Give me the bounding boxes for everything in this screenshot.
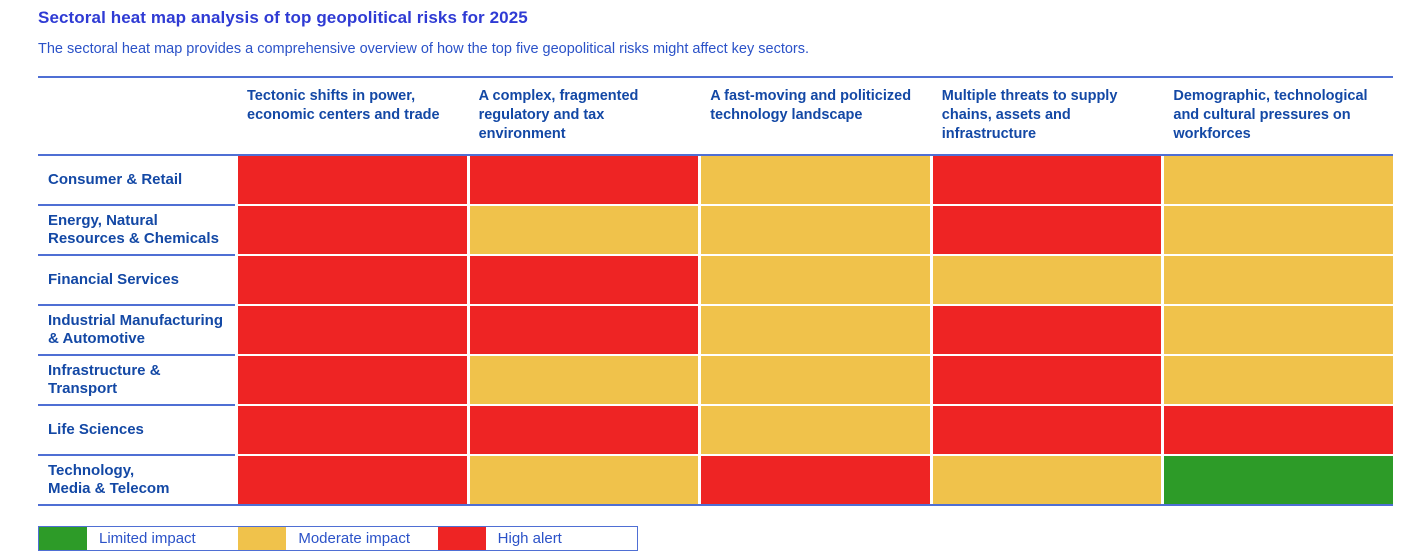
column-header-3: A fast-moving and politicized technology… xyxy=(710,88,912,124)
row-label: Life Sciences xyxy=(38,406,235,457)
sector-row: Technology, Media & Telecom xyxy=(38,456,1393,505)
heatmap-cell-moderate xyxy=(701,156,930,205)
heatmap-cell-high xyxy=(932,206,1162,255)
corner-cell xyxy=(38,78,235,154)
legend-item-limited: Limited impact xyxy=(39,527,238,551)
legend-swatch-moderate xyxy=(238,527,287,551)
header-row: Tectonic shifts in power, economic cente… xyxy=(38,78,1393,157)
heatmap-cell-high xyxy=(238,306,467,355)
legend: Limited impact Moderate impact High alert xyxy=(38,526,638,552)
heatmap-cell-high xyxy=(469,256,699,305)
heatmap-cell-moderate xyxy=(469,206,699,255)
legend-label: Limited impact xyxy=(99,530,196,548)
sector-row: Industrial Manufacturing & Automotive xyxy=(38,306,1393,357)
heatmap-cell-moderate xyxy=(932,456,1162,505)
column-header-4: Multiple threats to supply chains, asset… xyxy=(941,88,1118,143)
legend-item-moderate: Moderate impact xyxy=(238,527,437,551)
heatmap-cell-high xyxy=(932,306,1162,355)
heatmap-cell-moderate xyxy=(469,456,699,505)
heatmap-cell-high xyxy=(238,356,467,405)
sector-row: Life Sciences xyxy=(38,406,1393,457)
page-subtitle: The sectoral heat map provides a compreh… xyxy=(38,41,810,57)
page-title: Sectoral heat map analysis of top geopol… xyxy=(38,8,528,27)
sector-row: Energy, Natural Resources & Chemicals xyxy=(38,206,1393,257)
column-header-5: Demographic, technological and cultural … xyxy=(1173,88,1368,143)
heatmap-cell-high xyxy=(1164,406,1393,455)
heatmap-cell-moderate xyxy=(701,406,930,455)
sector-row: Financial Services xyxy=(38,256,1393,307)
heatmap-cell-high xyxy=(932,156,1162,205)
heatmap-cell-moderate xyxy=(1164,356,1393,405)
legend-label: Moderate impact xyxy=(298,530,411,548)
row-label: Infrastructure & Transport xyxy=(38,356,235,407)
heatmap-cell-moderate xyxy=(701,306,930,355)
column-header-1: Tectonic shifts in power, economic cente… xyxy=(247,88,440,124)
row-label: Technology, Media & Telecom xyxy=(48,461,170,498)
heatmap-table: Tectonic shifts in power, economic cente… xyxy=(38,76,1393,507)
legend-label: High alert xyxy=(497,530,562,548)
row-label: Industrial Manufacturing & Automotive xyxy=(38,306,235,357)
heatmap-cell-moderate xyxy=(469,356,699,405)
heatmap-cell-moderate xyxy=(701,256,930,305)
heatmap-cell-moderate xyxy=(1164,306,1393,355)
legend-swatch-limited xyxy=(39,527,87,551)
heatmap-cell-high xyxy=(238,156,467,205)
row-label: Energy, Natural Resources & Chemicals xyxy=(38,206,235,257)
heatmap-cell-high xyxy=(238,206,467,255)
sector-row: Infrastructure & Transport xyxy=(38,356,1393,407)
heatmap-cell-high xyxy=(469,306,699,355)
legend-item-high: High alert xyxy=(437,527,637,551)
heatmap-cell-moderate xyxy=(1164,156,1393,205)
heatmap-cell-high xyxy=(469,156,699,205)
heatmap-cell-high xyxy=(932,356,1162,405)
heatmap-cell-moderate xyxy=(1164,206,1393,255)
heatmap-cell-high xyxy=(701,456,930,505)
row-label: Financial Services xyxy=(38,256,235,307)
legend-swatch-high xyxy=(437,527,486,551)
heatmap-cell-moderate xyxy=(1164,256,1393,305)
row-label: Consumer & Retail xyxy=(38,156,235,207)
heatmap-cell-moderate xyxy=(701,206,930,255)
column-header-2: A complex, fragmented regulatory and tax… xyxy=(478,88,639,143)
heatmap-cell-high xyxy=(238,256,467,305)
heatmap-cell-high xyxy=(469,406,699,455)
heatmap-cell-high xyxy=(932,406,1162,455)
heatmap-cell-limited xyxy=(1164,456,1393,505)
heatmap-cell-high xyxy=(238,456,467,505)
sector-row: Consumer & Retail xyxy=(38,156,1393,207)
heatmap-cell-moderate xyxy=(932,256,1162,305)
heatmap-cell-high xyxy=(238,406,467,455)
heatmap-cell-moderate xyxy=(701,356,930,405)
